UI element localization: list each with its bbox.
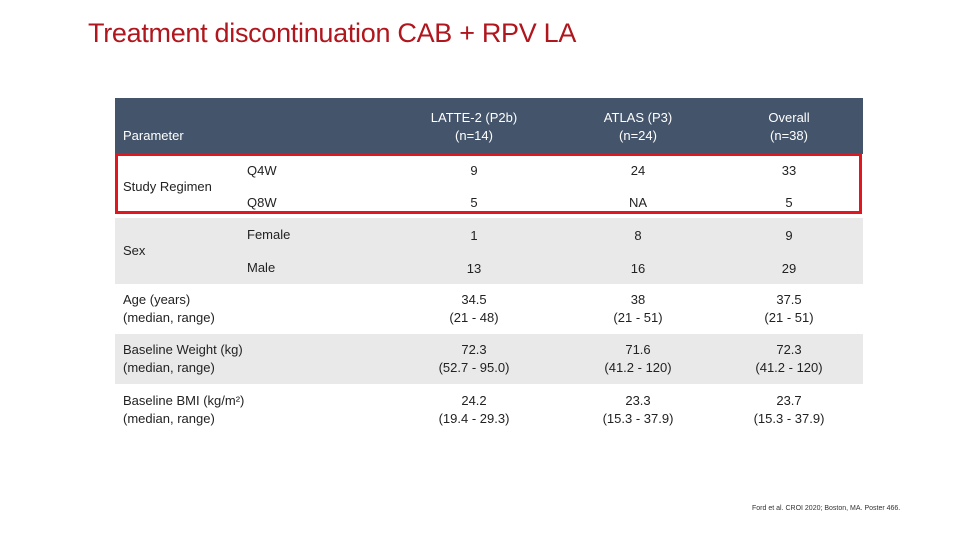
header-latte2-line1: LATTE-2 (P2b) [430,110,518,125]
cell-weight-overall-range: (41.2 - 120) [755,360,823,375]
cell-weight-overall: 72.3 (41.2 - 120) [729,341,849,377]
header-latte2: LATTE-2 (P2b) (n=14) [414,109,534,145]
cell-age-overall-range: (21 - 51) [764,310,814,325]
row-label-age-line2: (median, range) [123,310,215,325]
cell-age-atlas-range: (21 - 51) [613,310,663,325]
cell-bmi-overall-median: 23.7 [776,393,802,408]
header-overall: Overall (n=38) [729,109,849,145]
cell-age-latte2: 34.5 (21 - 48) [414,291,534,327]
cell-bmi-latte2-median: 24.2 [461,393,487,408]
cell-weight-latte2-median: 72.3 [461,342,487,357]
header-atlas-line1: ATLAS (P3) [603,110,673,125]
cell-weight-atlas: 71.6 (41.2 - 120) [578,341,698,377]
row-label-bmi-line2: (median, range) [123,411,215,426]
cell-male-overall: 29 [781,261,797,276]
cell-q4w-atlas: 24 [630,163,646,178]
cell-age-atlas-median: 38 [630,292,646,307]
cell-bmi-overall: 23.7 (15.3 - 37.9) [729,392,849,428]
cell-age-latte2-range: (21 - 48) [449,310,499,325]
row-label-weight-line2: (median, range) [123,360,215,375]
cell-male-latte2: 13 [466,261,482,276]
header-parameter: Parameter [123,128,184,143]
cell-bmi-latte2: 24.2 (19.4 - 29.3) [414,392,534,428]
header-atlas-line2: (n=24) [619,128,657,143]
cell-q8w-atlas: NA [628,195,648,210]
cell-female-latte2: 1 [470,228,478,243]
cell-weight-atlas-median: 71.6 [625,342,651,357]
row-label-age-line1: Age (years) [123,292,191,307]
cell-bmi-atlas-range: (15.3 - 37.9) [602,411,674,426]
row-label-bmi: Baseline BMI (kg/m²) (median, range) [123,392,244,428]
header-overall-line1: Overall [768,110,810,125]
row-label-sex: Sex [123,243,146,258]
cell-age-latte2-median: 34.5 [461,292,487,307]
row-label-age: Age (years) (median, range) [123,291,215,327]
row-label-male: Male [247,260,276,275]
study-regimen-highlight-box [115,153,862,214]
citation-footer: Ford et al. CROI 2020; Boston, MA. Poste… [752,505,901,512]
cell-q4w-overall: 33 [781,163,797,178]
row-label-q8w: Q8W [247,195,277,210]
header-overall-line2: (n=38) [770,128,808,143]
cell-bmi-overall-range: (15.3 - 37.9) [753,411,825,426]
cell-weight-latte2-range: (52.7 - 95.0) [438,360,510,375]
cell-weight-overall-median: 72.3 [776,342,802,357]
slide-title: Treatment discontinuation CAB + RPV LA [88,18,577,48]
cell-male-atlas: 16 [630,261,646,276]
cell-female-atlas: 8 [634,228,642,243]
cell-bmi-atlas-median: 23.3 [625,393,651,408]
cell-bmi-atlas: 23.3 (15.3 - 37.9) [578,392,698,428]
header-latte2-line2: (n=14) [455,128,493,143]
row-label-weight-line1: Baseline Weight (kg) [123,342,243,357]
row-label-female: Female [247,227,291,242]
cell-weight-atlas-range: (41.2 - 120) [604,360,672,375]
header-atlas: ATLAS (P3) (n=24) [578,109,698,145]
cell-q8w-overall: 5 [785,195,793,210]
row-label-q4w: Q4W [247,163,277,178]
row-label-study-regimen: Study Regimen [123,179,212,194]
table-header [115,98,863,154]
row-label-weight: Baseline Weight (kg) (median, range) [123,341,243,377]
cell-q8w-latte2: 5 [470,195,478,210]
row-label-bmi-line1: Baseline BMI (kg/m²) [123,393,245,408]
cell-age-overall-median: 37.5 [776,292,802,307]
band-weight [115,334,863,384]
cell-age-atlas: 38 (21 - 51) [578,291,698,327]
cell-female-overall: 9 [785,228,793,243]
cell-age-overall: 37.5 (21 - 51) [729,291,849,327]
band-sex [115,218,863,284]
cell-weight-latte2: 72.3 (52.7 - 95.0) [414,341,534,377]
cell-q4w-latte2: 9 [470,163,478,178]
cell-bmi-latte2-range: (19.4 - 29.3) [438,411,510,426]
